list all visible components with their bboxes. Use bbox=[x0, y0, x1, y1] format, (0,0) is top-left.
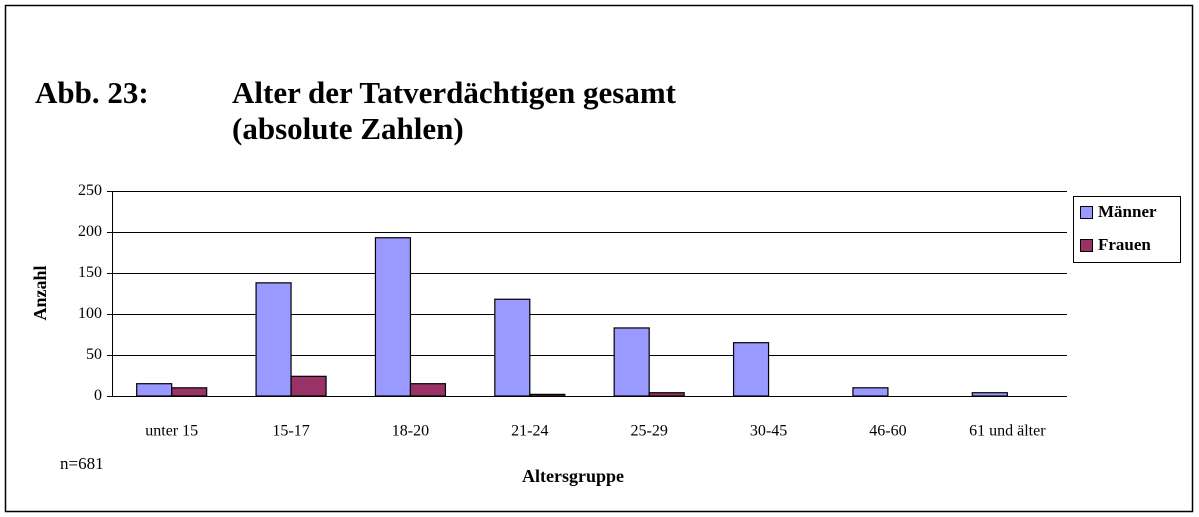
y-tick-label: 100 bbox=[78, 305, 102, 322]
y-tick-label: 250 bbox=[78, 182, 102, 199]
chart-subtitle: (absolute Zahlen) bbox=[232, 111, 464, 146]
bar bbox=[374, 237, 412, 397]
y-tick-label: 200 bbox=[78, 223, 102, 240]
bar bbox=[529, 393, 566, 397]
bar bbox=[648, 392, 685, 397]
chart-title: Alter der Tatverdächtigen gesamt bbox=[232, 75, 677, 110]
bar bbox=[971, 392, 1008, 397]
bar bbox=[852, 387, 889, 397]
x-tick-label: 15-17 bbox=[272, 423, 309, 440]
bar bbox=[290, 375, 327, 397]
legend-label: Männer bbox=[1098, 202, 1157, 221]
x-tick-label: 18-20 bbox=[392, 423, 429, 440]
legend-label: Frauen bbox=[1098, 235, 1151, 254]
bar bbox=[732, 342, 770, 397]
bar bbox=[494, 298, 531, 397]
bar bbox=[171, 387, 208, 397]
legend-swatch bbox=[1080, 206, 1093, 219]
y-tick-label: 50 bbox=[86, 346, 102, 363]
frame bbox=[4, 4, 1194, 513]
annotation: n=681 bbox=[60, 454, 104, 473]
y-tick-label: 0 bbox=[94, 387, 102, 404]
bar bbox=[409, 383, 447, 397]
x-tick-label: 25-29 bbox=[631, 423, 668, 440]
bar bbox=[613, 327, 650, 397]
bar bbox=[136, 383, 173, 397]
x-tick-label: 30-45 bbox=[750, 423, 787, 440]
legend-swatch bbox=[1080, 239, 1093, 252]
x-tick-label: 46-60 bbox=[869, 423, 906, 440]
y-tick-label: 150 bbox=[78, 264, 102, 281]
bar bbox=[255, 282, 292, 397]
figure-label: Abb. 23: bbox=[35, 75, 149, 110]
x-tick-label: 21-24 bbox=[511, 423, 548, 440]
y-axis-title: Anzahl bbox=[30, 265, 50, 320]
x-axis-title: Altersgruppe bbox=[522, 466, 624, 486]
x-tick-label: unter 15 bbox=[145, 423, 198, 440]
x-tick-label: 61 und älter bbox=[969, 423, 1046, 440]
